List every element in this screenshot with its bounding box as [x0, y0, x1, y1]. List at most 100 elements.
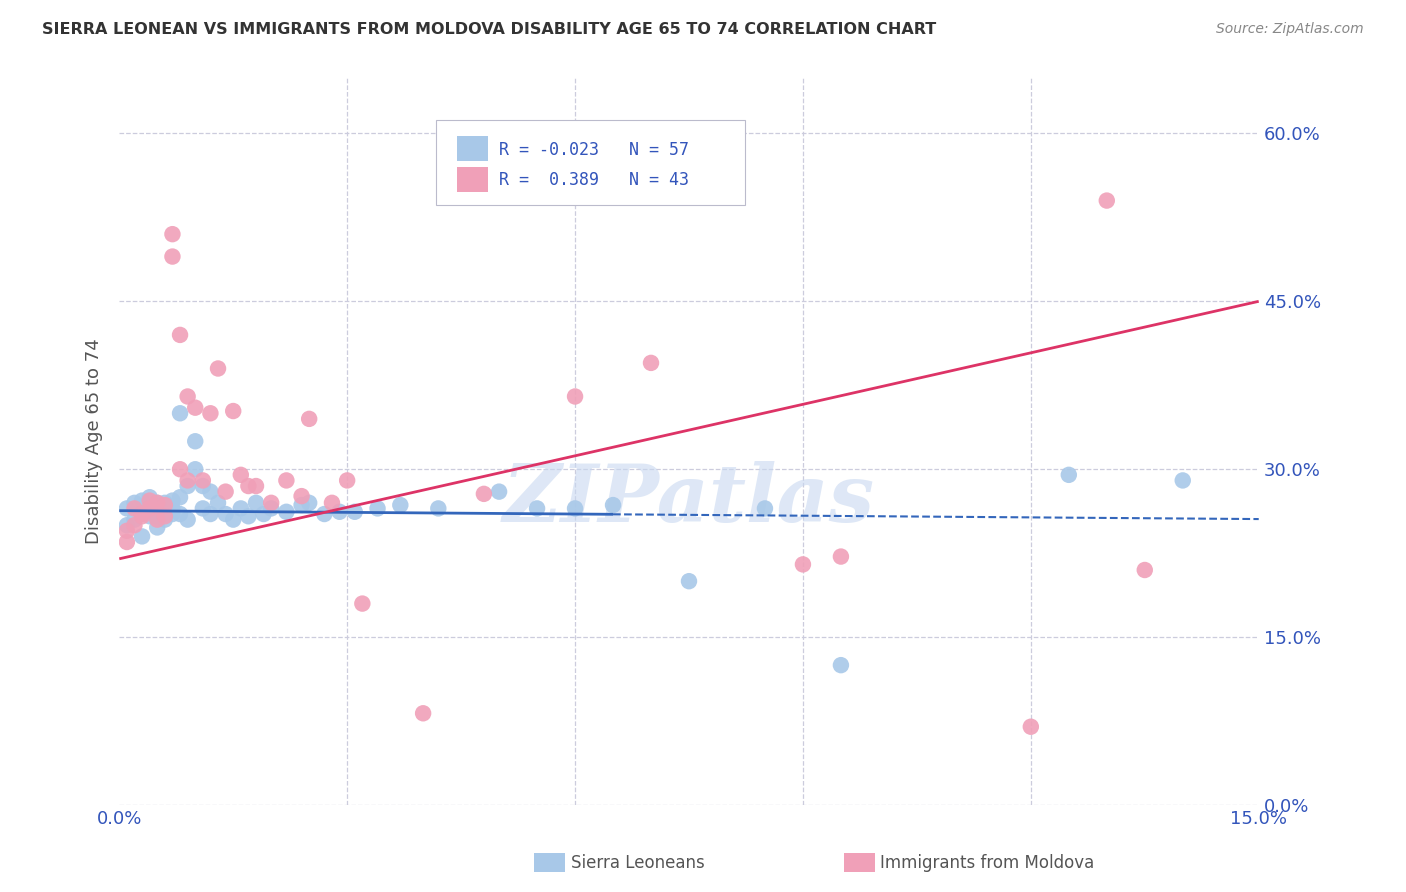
Point	[276, 474, 298, 488]
Point	[184, 462, 207, 476]
Point	[146, 496, 169, 510]
Point	[427, 501, 450, 516]
Point	[124, 513, 146, 527]
Point	[131, 493, 153, 508]
Point	[169, 406, 191, 420]
Point	[207, 361, 229, 376]
Point	[191, 501, 214, 516]
Point	[131, 507, 153, 521]
Point	[138, 490, 160, 504]
Point	[214, 484, 236, 499]
Point	[389, 498, 412, 512]
Point	[298, 412, 321, 426]
Point	[252, 507, 274, 521]
Text: Source: ZipAtlas.com: Source: ZipAtlas.com	[1216, 22, 1364, 37]
Point	[115, 518, 138, 533]
Point	[191, 479, 214, 493]
Point	[162, 227, 184, 242]
Point	[169, 490, 191, 504]
Point	[146, 507, 169, 521]
Point	[138, 493, 160, 508]
Point	[222, 404, 245, 418]
Point	[176, 389, 198, 403]
Point	[162, 501, 184, 516]
Point	[229, 467, 252, 482]
Point	[169, 507, 191, 521]
Point	[1133, 563, 1156, 577]
Point	[329, 505, 352, 519]
Point	[191, 474, 214, 488]
Point	[754, 501, 776, 516]
Point	[162, 507, 184, 521]
Point	[146, 520, 169, 534]
Point	[146, 513, 169, 527]
Point	[115, 501, 138, 516]
Point	[564, 389, 586, 403]
Point	[131, 529, 153, 543]
Point	[412, 706, 434, 721]
Point	[367, 501, 389, 516]
Point	[238, 509, 260, 524]
Point	[290, 498, 312, 512]
Point	[640, 356, 662, 370]
Point	[124, 518, 146, 533]
Point	[138, 501, 160, 516]
Point	[245, 479, 267, 493]
Point	[176, 513, 198, 527]
Point	[124, 496, 146, 510]
Point	[1057, 467, 1080, 482]
Point	[131, 509, 153, 524]
Point	[153, 505, 176, 519]
Point	[153, 496, 176, 510]
Point	[321, 496, 343, 510]
Point	[200, 507, 222, 521]
Point	[830, 549, 852, 564]
Y-axis label: Disability Age 65 to 74: Disability Age 65 to 74	[86, 338, 103, 544]
Point	[138, 509, 160, 524]
Point	[162, 250, 184, 264]
Point	[138, 501, 160, 516]
Point	[336, 474, 359, 488]
Point	[146, 496, 169, 510]
Point	[162, 493, 184, 508]
Point	[214, 507, 236, 521]
Point	[169, 327, 191, 342]
Point	[290, 489, 312, 503]
Point	[352, 597, 374, 611]
Point	[526, 501, 548, 516]
Text: R =  0.389   N = 43: R = 0.389 N = 43	[499, 171, 689, 189]
Point	[488, 484, 510, 499]
Point	[153, 513, 176, 527]
Point	[830, 658, 852, 673]
Point	[276, 505, 298, 519]
Point	[115, 535, 138, 549]
Point	[1019, 720, 1042, 734]
Point	[146, 509, 169, 524]
Text: ZIPatlas: ZIPatlas	[503, 461, 875, 538]
Text: Immigrants from Moldova: Immigrants from Moldova	[880, 854, 1094, 871]
Point	[260, 496, 283, 510]
Point	[229, 501, 252, 516]
Point	[472, 487, 495, 501]
Point	[176, 474, 198, 488]
Point	[176, 479, 198, 493]
Point	[222, 513, 245, 527]
Point	[245, 496, 267, 510]
Text: Sierra Leoneans: Sierra Leoneans	[571, 854, 704, 871]
Point	[153, 509, 176, 524]
Point	[602, 498, 624, 512]
Text: SIERRA LEONEAN VS IMMIGRANTS FROM MOLDOVA DISABILITY AGE 65 TO 74 CORRELATION CH: SIERRA LEONEAN VS IMMIGRANTS FROM MOLDOV…	[42, 22, 936, 37]
Point	[343, 505, 366, 519]
Point	[1095, 194, 1118, 208]
Point	[314, 507, 336, 521]
Point	[207, 496, 229, 510]
Point	[1171, 474, 1194, 488]
Point	[153, 498, 176, 512]
Point	[678, 574, 700, 589]
Point	[184, 401, 207, 415]
Point	[184, 434, 207, 449]
Point	[200, 484, 222, 499]
Point	[564, 501, 586, 516]
Point	[792, 558, 814, 572]
Point	[260, 501, 283, 516]
